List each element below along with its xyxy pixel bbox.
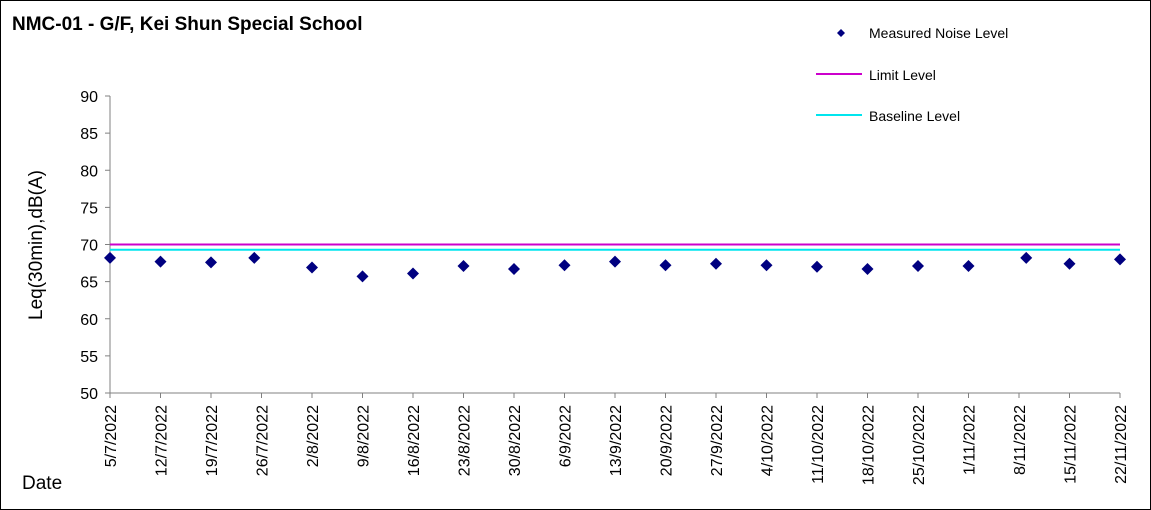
- data-point: [1063, 257, 1076, 270]
- data-point: [659, 259, 672, 272]
- data-point: [861, 263, 874, 276]
- x-tick-label: 20/9/2022: [659, 405, 676, 476]
- data-point: [407, 267, 419, 280]
- data-point: [912, 260, 924, 273]
- data-point: [1114, 253, 1126, 266]
- y-tick-label: 90: [80, 89, 98, 106]
- x-tick-label: 25/10/2022: [911, 405, 928, 485]
- x-tick-label: 30/8/2022: [507, 405, 524, 476]
- x-tick-label: 23/8/2022: [457, 405, 474, 476]
- x-tick-label: 11/10/2022: [810, 405, 827, 484]
- legend-label-limit: Limit Level: [869, 67, 936, 83]
- legend: Measured Noise Level Limit Level Baselin…: [816, 25, 1008, 124]
- y-tick-label: 65: [80, 275, 98, 292]
- y-tick-label: 60: [80, 312, 98, 329]
- y-tick-label: 70: [80, 238, 98, 255]
- data-point: [154, 255, 167, 268]
- x-tick-label: 9/8/2022: [356, 405, 373, 467]
- data-point: [508, 263, 520, 276]
- legend-label-baseline: Baseline Level: [869, 108, 960, 124]
- data-point: [457, 260, 470, 273]
- chart-title: NMC-01 - G/F, Kei Shun Special School: [12, 14, 363, 35]
- y-tick-label: 50: [80, 386, 98, 403]
- data-point: [104, 251, 116, 264]
- axes: 90 85 80 75 70 65 60 55 50 5/7/2022 12/7/2022 19/7/…: [80, 89, 1130, 485]
- x-tick-label: 8/11/2022: [1012, 405, 1029, 475]
- x-tick-label: 2/8/2022: [305, 405, 322, 467]
- x-tick-label: 5/7/2022: [103, 405, 120, 467]
- data-point: [558, 259, 571, 272]
- x-tick-label: 12/7/2022: [154, 405, 171, 476]
- y-tick-label: 55: [80, 349, 98, 366]
- data-point: [205, 256, 217, 269]
- x-tick-label: 4/10/2022: [760, 405, 777, 476]
- x-tick-label: 6/9/2022: [558, 405, 575, 467]
- data-point: [760, 259, 773, 272]
- legend-marker-measured: [837, 29, 845, 37]
- x-axis-label: Date: [22, 473, 62, 494]
- data-point: [609, 255, 621, 268]
- x-tick-label: 18/10/2022: [861, 405, 878, 485]
- data-points: [104, 251, 1126, 283]
- x-tick-label: 19/7/2022: [204, 405, 221, 476]
- data-point: [306, 261, 318, 274]
- x-tick-label: 16/8/2022: [406, 405, 423, 476]
- data-point: [356, 270, 369, 283]
- data-point: [248, 251, 261, 264]
- x-tick-label: 27/9/2022: [709, 405, 726, 476]
- y-axis-label: Leq(30min),dB(A): [26, 170, 47, 320]
- x-tick-label: 15/11/2022: [1063, 405, 1080, 484]
- data-point: [811, 260, 823, 273]
- legend-label-measured: Measured Noise Level: [869, 25, 1008, 41]
- data-point: [1020, 251, 1033, 264]
- y-tick-label: 80: [80, 163, 98, 180]
- reference-lines: [110, 243, 1120, 251]
- y-tick-label: 85: [80, 126, 98, 143]
- x-tick-label: 1/11/2022: [962, 405, 979, 475]
- y-tick-label: 75: [80, 200, 98, 217]
- data-point: [710, 257, 722, 270]
- x-tick-label: 22/11/2022: [1113, 405, 1130, 484]
- x-tick-label: 26/7/2022: [255, 405, 272, 476]
- data-point: [962, 260, 975, 273]
- x-tick-label: 13/9/2022: [608, 405, 625, 476]
